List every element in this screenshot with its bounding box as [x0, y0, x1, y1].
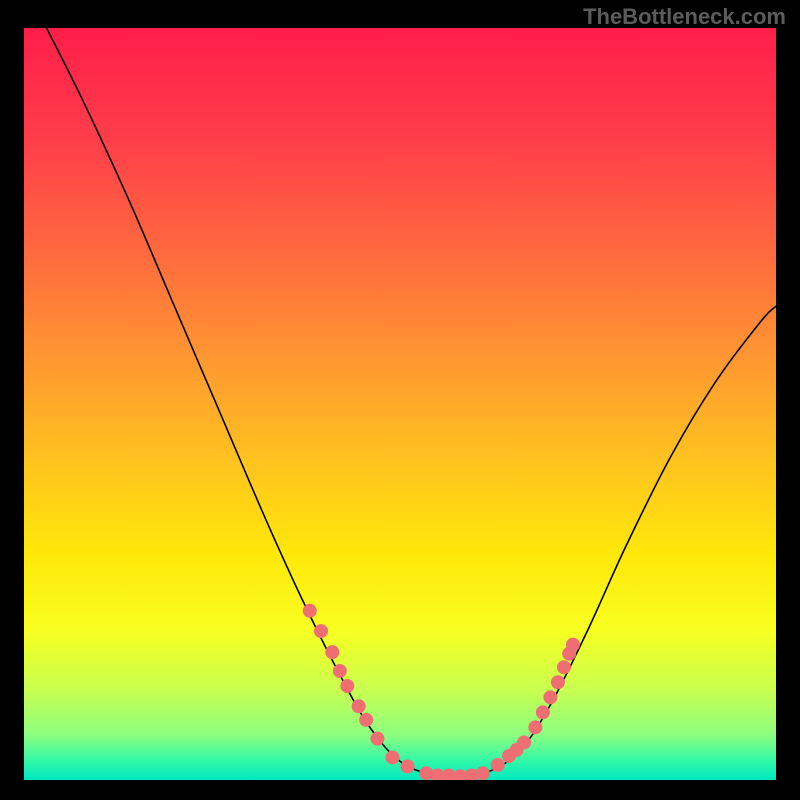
marker-dot [543, 690, 557, 704]
marker-dot [566, 638, 580, 652]
chart-frame: TheBottleneck.com [0, 0, 800, 800]
marker-dot [528, 720, 542, 734]
marker-dot [359, 713, 373, 727]
marker-dot [491, 758, 505, 772]
plot-area [24, 28, 776, 780]
marker-dot [401, 759, 415, 773]
marker-dot [314, 624, 328, 638]
marker-dot [385, 750, 399, 764]
plot-svg [24, 28, 776, 780]
marker-dot [340, 679, 354, 693]
marker-dot [303, 604, 317, 618]
marker-dot [476, 766, 490, 780]
marker-dot [325, 645, 339, 659]
marker-dot [551, 675, 565, 689]
marker-dot [370, 732, 384, 746]
marker-dot [352, 699, 366, 713]
gradient-background [24, 28, 776, 780]
marker-dot [333, 664, 347, 678]
watermark-text: TheBottleneck.com [583, 4, 786, 30]
marker-dot [517, 735, 531, 749]
marker-dot [536, 705, 550, 719]
marker-dot [557, 660, 571, 674]
